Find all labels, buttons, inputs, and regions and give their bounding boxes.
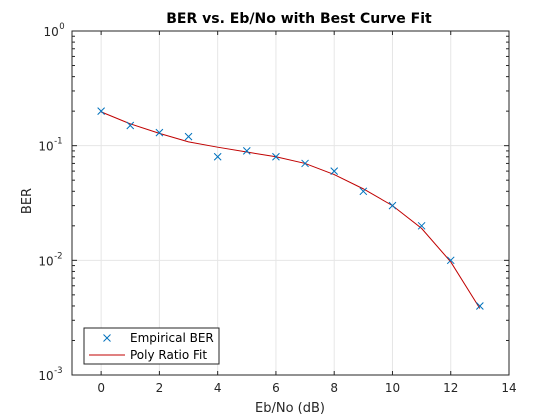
y-tick-label: 10 -3 [38,366,62,383]
data-point-empirical-ber [155,128,164,137]
marker-stroke [242,147,251,155]
data-point-empirical-ber [97,107,105,116]
y-tick-label-base: 10 [44,25,59,39]
data-point-empirical-ber [184,132,193,141]
y-tick-label-exponent: -1 [54,137,62,147]
y-tick-label: 10 -1 [38,137,62,154]
marker-stroke [388,201,397,210]
y-tick-label-base: 10 [38,254,53,268]
legend-box [83,327,220,365]
y-tick-label-exponent: 0 [59,22,64,32]
legend-label: Empirical BER [130,331,214,345]
marker-stroke [184,132,193,141]
marker-stroke [301,159,309,168]
data-point-empirical-ber [301,159,309,168]
marker-stroke [213,152,222,161]
y-tick-label: 10 -2 [38,251,62,268]
y-tick-label: 10 0 [44,22,65,39]
marker-stroke [97,107,105,116]
x-tick-label: 4 [214,381,222,395]
data-point-empirical-ber [417,221,426,230]
marker-stroke [272,152,280,161]
data-point-empirical-ber [213,152,222,161]
marker-stroke [417,221,426,230]
y-tick-label-exponent: -2 [54,251,62,261]
x-tick-label: 8 [330,381,338,395]
legend: Empirical BER Poly Ratio Fit [83,327,220,365]
x-tick-label: 10 [385,381,400,395]
x-axis-label: Eb/No (dB) [255,401,325,416]
legend-item: Poly Ratio Fit [89,348,207,362]
chart-title: BER vs. Eb/No with Best Curve Fit [166,11,432,27]
x-tick-label: 0 [97,381,105,395]
legend-label: Poly Ratio Fit [130,348,207,362]
marker-stroke [126,121,135,130]
data-point-empirical-ber [359,187,368,196]
y-axis-label: BER [20,188,35,214]
data-point-empirical-ber [330,167,339,175]
y-tick-label-exponent: -3 [54,366,62,376]
data-point-empirical-ber [272,152,280,161]
marker-stroke [330,167,339,175]
legend-marker [103,334,111,342]
series-line-poly-ratio-fit [100,111,481,309]
x-tick-label: 14 [501,381,516,395]
marker-stroke [155,128,164,137]
marker-stroke [359,187,368,196]
y-tick-label-base: 10 [38,140,53,154]
data-point-empirical-ber [476,302,484,310]
marker-stroke [476,302,484,310]
legend-item: Empirical BER [103,331,214,345]
data-point-empirical-ber [126,121,135,130]
data-point-empirical-ber [242,147,251,155]
x-tick-label: 2 [156,381,164,395]
marker-stroke [446,256,455,265]
x-tick-label: 12 [443,381,458,395]
plot-area [72,31,509,375]
data-point-empirical-ber [446,256,455,265]
y-tick-label-base: 10 [38,369,53,383]
data-point-empirical-ber [388,201,397,210]
axes-box [71,30,510,376]
x-tick-label: 6 [272,381,280,395]
